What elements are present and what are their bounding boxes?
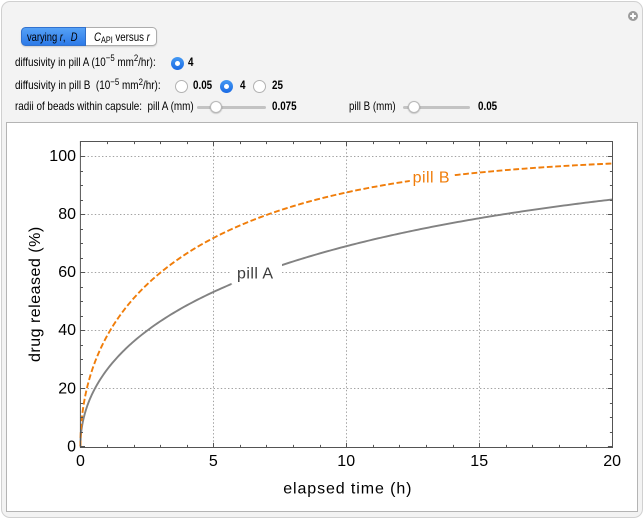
svg-text:elapsed time (h): elapsed time (h) bbox=[283, 480, 412, 497]
svg-text:15: 15 bbox=[470, 453, 488, 470]
svg-text:0: 0 bbox=[76, 453, 85, 470]
svg-text:10: 10 bbox=[337, 453, 355, 470]
svg-text:pill A: pill A bbox=[237, 266, 274, 283]
svg-text:80: 80 bbox=[58, 206, 76, 223]
svg-text:5: 5 bbox=[209, 453, 218, 470]
svg-text:pill B: pill B bbox=[413, 169, 450, 186]
svg-text:40: 40 bbox=[58, 322, 76, 339]
svg-text:0: 0 bbox=[67, 438, 76, 455]
svg-text:100: 100 bbox=[49, 148, 76, 165]
svg-text:20: 20 bbox=[603, 453, 621, 470]
svg-text:20: 20 bbox=[58, 380, 76, 397]
svg-text:60: 60 bbox=[58, 264, 76, 281]
svg-text:drug released (%): drug released (%) bbox=[27, 226, 44, 362]
